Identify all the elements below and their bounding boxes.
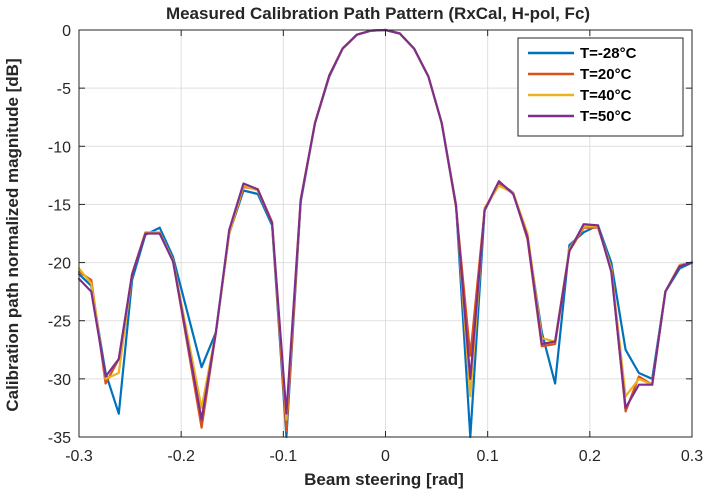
x-axis-label: Beam steering [rad]	[304, 470, 464, 489]
legend-label-0: T=-28°C	[580, 45, 637, 62]
y-tick-label-5: -10	[48, 139, 71, 156]
legend-label-1: T=20°C	[580, 66, 632, 83]
y-tick-label-1: -30	[48, 372, 71, 389]
y-tick-label-7: 0	[62, 23, 71, 40]
x-tick-label-0: -0.3	[65, 448, 93, 465]
x-tick-label-1: -0.2	[167, 448, 195, 465]
y-tick-label-3: -20	[48, 256, 71, 273]
y-tick-label-0: -35	[48, 430, 71, 447]
x-tick-label-4: 0.1	[477, 448, 499, 465]
x-tick-label-2: -0.1	[270, 448, 298, 465]
y-axis-label: Calibration path normalized magnitude [d…	[3, 58, 22, 411]
legend-box	[517, 37, 684, 137]
x-tick-label-3: 0	[381, 448, 390, 465]
series-line-3	[77, 28, 694, 421]
y-tick-label-6: -5	[57, 81, 71, 98]
y-tick-label-2: -25	[48, 314, 71, 331]
legend-label-2: T=40°C	[580, 87, 632, 104]
plot-area: -0.3 -0.2 -0.1 0 0.1 0.2 0.3 -35 -30 -25 -20 -15 -10…	[48, 23, 703, 465]
x-tick-label-6: 0.3	[681, 448, 703, 465]
chart-title: Measured Calibration Path Pattern (RxCal…	[166, 4, 590, 23]
legend-label-3: T=50°C	[580, 108, 632, 125]
y-tick-label-4: -15	[48, 197, 71, 214]
x-tick-label-5: 0.2	[579, 448, 601, 465]
